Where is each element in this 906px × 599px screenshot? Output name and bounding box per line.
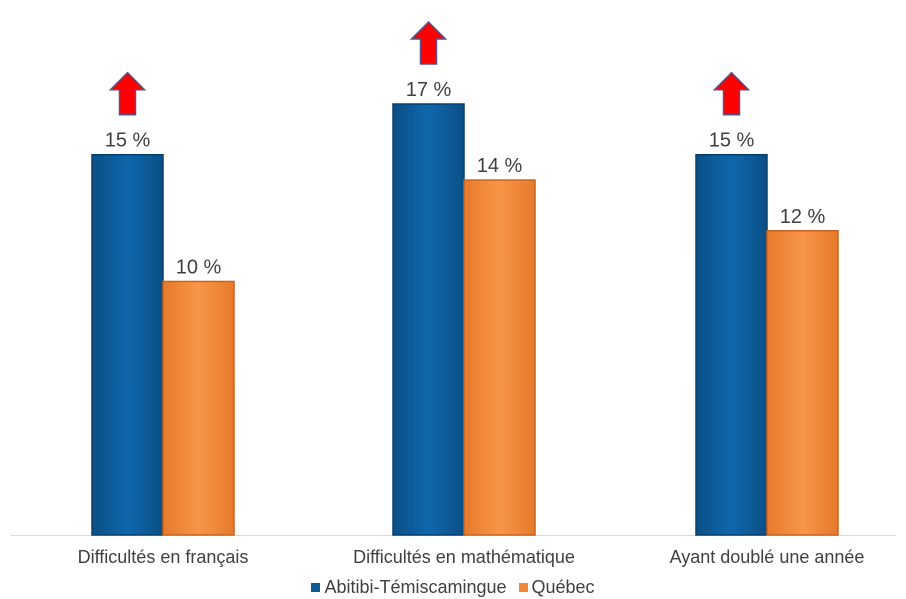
data-label-abitibi-2: 17 % [406, 79, 452, 101]
legend-swatch-quebec [518, 582, 528, 592]
bar-quebec-3 [766, 230, 839, 536]
legend-label-quebec: Québec [531, 576, 595, 597]
legend-swatch-abitibi [311, 582, 321, 592]
x-tick-label-2: Difficultés en mathématique [353, 547, 575, 567]
red-up-arrow-icon [712, 71, 751, 116]
legend: Abitibi-Témiscamingue Québec [0, 576, 906, 598]
bar-abitibi-3 [695, 153, 768, 536]
bar-abitibi-1 [91, 153, 164, 536]
legend-label-abitibi: Abitibi-Témiscamingue [324, 576, 507, 597]
bar-quebec-2 [463, 179, 536, 536]
data-label-abitibi-3: 15 % [709, 130, 755, 152]
legend-item-abitibi: Abitibi-Témiscamingue [311, 576, 507, 598]
data-label-abitibi-1: 15 % [105, 130, 151, 152]
red-up-arrow-icon [409, 20, 448, 65]
red-up-arrow-icon [108, 71, 147, 116]
legend-item-quebec: Québec [518, 576, 595, 598]
x-tick-label-1: Difficultés en français [78, 547, 249, 567]
data-label-quebec-3: 12 % [780, 206, 826, 228]
data-label-quebec-1: 10 % [176, 256, 222, 278]
x-tick-label-3: Ayant doublé une année [670, 547, 865, 567]
bar-quebec-1 [162, 280, 235, 536]
chart-plot: 15 % 10 % 17 % 14 % 15 % 12 % Difficultés en … [10, 20, 896, 567]
bar-abitibi-2 [392, 103, 465, 536]
data-label-quebec-2: 14 % [477, 155, 523, 177]
